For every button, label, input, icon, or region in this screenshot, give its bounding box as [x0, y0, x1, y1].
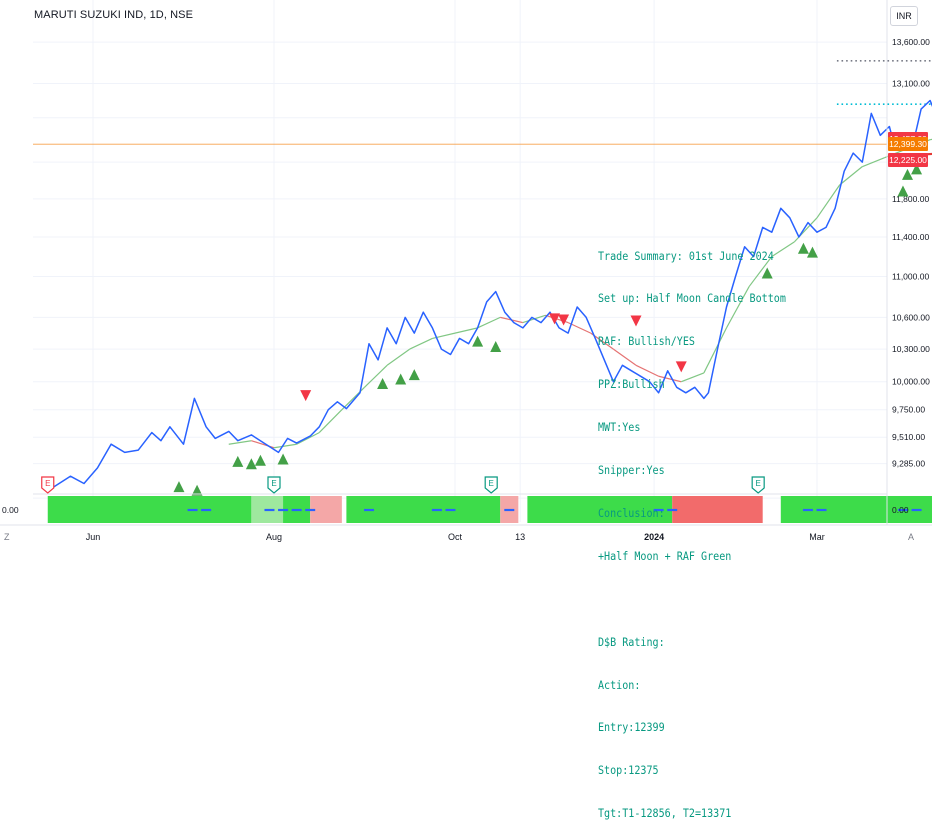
summary-line: Snipper:Yes — [598, 464, 665, 478]
oscillator-bar — [310, 496, 342, 523]
buy-signal-triangle — [245, 458, 257, 470]
y-tick-label: 11,000.00 — [892, 271, 929, 281]
x-tick-label: 13 — [515, 532, 525, 542]
moving-average-line — [364, 364, 388, 388]
summary-line: Trade Summary: 01st June 2024 — [598, 249, 774, 263]
y-tick-label: 11,800.00 — [892, 194, 929, 204]
moving-average-line — [793, 217, 818, 243]
y-tick-label: 11,400.00 — [892, 232, 929, 242]
moving-average-line — [703, 327, 728, 374]
oscillator-zero-label-right: 0.00 — [892, 505, 909, 515]
moving-average-line — [386, 348, 411, 366]
buy-signal-triangle — [797, 242, 809, 254]
buy-signal-triangle — [232, 455, 244, 467]
y-tick-label: 9,750.00 — [892, 405, 925, 415]
buy-signal-triangle — [277, 453, 289, 465]
summary-line: Conclusion: — [598, 506, 665, 520]
y-tick-label: 9,510.00 — [892, 432, 925, 442]
x-tick-label: Jun — [86, 532, 101, 542]
earnings-marker — [484, 476, 498, 494]
buy-signal-triangle — [897, 185, 909, 197]
price-chart[interactable]: 13,600.00 13,100.00 11,800.00 11,400.00 11,0… — [0, 0, 932, 550]
trade-summary-text: Trade Summary: 01st June 2024 Set up: Ha… — [598, 221, 786, 836]
timezone-icon[interactable]: Z — [4, 532, 10, 542]
y-tick-label: 9,285.00 — [892, 459, 925, 469]
summary-line: Set up: Half Moon Candle Bottom — [598, 292, 786, 306]
y-tick-label: 10,600.00 — [892, 312, 930, 322]
buy-signal-triangle — [761, 267, 773, 279]
summary-line: MWT:Yes — [598, 421, 641, 435]
currency-button[interactable]: INR — [890, 6, 918, 26]
event-marker-label: E — [45, 479, 50, 488]
moving-average-line — [613, 348, 637, 366]
y-tick-label: 10,000.00 — [892, 377, 930, 387]
summary-line: Stop:12375 — [598, 764, 659, 778]
buy-signal-triangle — [902, 168, 913, 180]
moving-average-line — [771, 241, 795, 258]
price-label-low: 12,225.00 — [888, 152, 928, 167]
summary-line: Action: — [598, 678, 641, 692]
oscillator-bar — [527, 496, 673, 523]
earnings-marker — [41, 476, 55, 494]
y-tick-label: 10,300.00 — [892, 344, 930, 354]
moving-average-line — [748, 256, 773, 287]
moving-average-line — [862, 157, 886, 168]
summary-line: RAF: Bullish/YES — [598, 335, 696, 349]
summary-line — [598, 593, 786, 607]
buy-signal-triangle — [254, 454, 266, 466]
sell-signal-triangle — [558, 314, 570, 326]
buy-signal-triangle — [806, 246, 818, 258]
summary-line: D$B Rating: — [598, 635, 665, 649]
x-tick-label: Oct — [448, 532, 463, 542]
event-marker-label: E — [271, 479, 276, 488]
x-tick-label: Mar — [809, 532, 825, 542]
buy-signal-triangle — [377, 377, 389, 389]
moving-average-line — [409, 337, 433, 350]
price-label-last: 12,399.30 — [888, 137, 928, 152]
oscillator-bar — [672, 496, 763, 523]
moving-average-line — [296, 432, 320, 445]
summary-line: Tgt:T1-12856, T2=13371 — [598, 807, 732, 821]
earnings-marker — [751, 476, 765, 494]
event-marker-label: E — [489, 479, 494, 488]
auto-scale-button[interactable]: A — [908, 532, 915, 542]
summary-line: +Half Moon + RAF Green — [598, 549, 732, 563]
buy-signal-triangle — [395, 373, 407, 385]
oscillator-zero-label: 0.00 — [2, 505, 19, 515]
x-tick-label: Aug — [266, 532, 282, 542]
oscillator-bar — [47, 496, 252, 523]
x-tick-label: 2024 — [644, 532, 664, 542]
chart-title: MARUTI SUZUKI IND, 1D, NSE — [34, 9, 194, 21]
moving-average-line — [839, 166, 863, 186]
buy-signal-triangle — [408, 369, 420, 381]
y-tick-label: 13,600.00 — [892, 37, 930, 47]
moving-average-line — [816, 184, 841, 219]
price-line — [47, 99, 932, 492]
summary-line: PPZ:Bullish — [598, 378, 665, 392]
earnings-marker — [267, 476, 281, 494]
moving-average-line — [658, 375, 682, 383]
moving-average-line — [454, 327, 478, 334]
buy-signal-triangle — [191, 484, 203, 496]
sell-signal-triangle — [300, 390, 312, 402]
moving-average-line — [318, 409, 343, 434]
y-tick-label: 13,100.00 — [892, 78, 930, 88]
sell-signal-triangle — [549, 313, 561, 325]
buy-signal-triangle — [911, 163, 923, 175]
moving-average-line — [273, 443, 297, 449]
moving-average-line — [228, 440, 252, 445]
moving-average-line — [725, 286, 750, 329]
summary-line: Entry:12399 — [598, 721, 665, 735]
buy-signal-triangle — [173, 481, 185, 493]
moving-average-line — [635, 364, 659, 377]
sell-signal-triangle — [675, 361, 687, 373]
event-marker-label: E — [756, 479, 761, 488]
buy-signal-triangle — [472, 335, 484, 347]
buy-signal-triangle — [490, 340, 502, 352]
moving-average-line — [477, 316, 501, 329]
sell-signal-triangle — [630, 315, 642, 327]
moving-average-line — [681, 372, 705, 383]
